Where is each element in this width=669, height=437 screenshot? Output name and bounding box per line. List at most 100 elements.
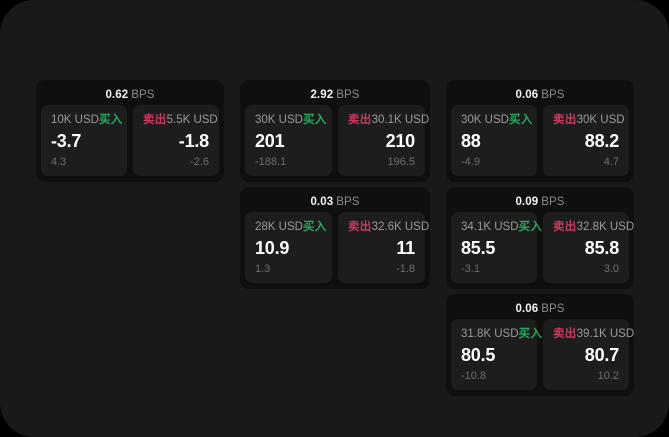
buy-side-panel[interactable]: 30K USD 买入 88 -4.9 [451, 105, 537, 176]
quote-card[interactable]: 2.92 BPS 30K USD 买入 201 -188.1 卖出 30.1K U… [240, 80, 430, 182]
quote-card[interactable]: 0.62 BPS 10K USD 买入 -3.7 4.3 卖出 5.5K USD … [36, 80, 224, 182]
buy-tag: 买入 [302, 221, 327, 233]
buy-delta: 4.3 [51, 156, 67, 168]
buy-side-header: 30K USD 买入 [255, 113, 326, 127]
bps-value: 0.03 [310, 196, 334, 208]
sell-delta: -1.8 [396, 263, 415, 275]
quote-card[interactable]: 0.03 BPS 28K USD 买入 10.9 1.3 卖出 32.6K USD… [240, 187, 430, 289]
sell-side-header: 卖出 5.5K USD [143, 113, 218, 127]
card-bps-header: 0.03 BPS [245, 193, 425, 212]
buy-side-header: 31.8K USD 买入 [461, 327, 542, 341]
sell-delta: 196.5 [387, 156, 415, 168]
sell-price: -1.8 [178, 131, 209, 151]
card-sides: 34.1K USD 买入 85.5 -3.1 卖出 32.8K USD 85.8… [451, 212, 634, 283]
card-bps-header: 0.09 BPS [451, 193, 629, 212]
buy-price: 88 [461, 131, 481, 151]
sell-size-label: 32.6K USD [371, 221, 430, 233]
sell-delta: 3.0 [603, 263, 619, 275]
sell-side-panel[interactable]: 卖出 39.1K USD 80.7 10.2 [543, 319, 634, 390]
buy-side-panel[interactable]: 30K USD 买入 201 -188.1 [245, 105, 332, 176]
bps-unit-label: BPS [541, 89, 565, 101]
sell-side-header: 卖出 30K USD [553, 113, 625, 127]
sell-side-panel[interactable]: 卖出 5.5K USD -1.8 -2.6 [133, 105, 219, 176]
bps-value: 0.09 [515, 196, 539, 208]
sell-tag: 卖出 [553, 328, 577, 340]
sell-delta: 10.2 [597, 370, 619, 382]
buy-size-label: 30K USD [255, 114, 303, 126]
bps-value: 0.06 [515, 303, 539, 315]
sell-price: 88.2 [584, 131, 619, 151]
sell-delta: 4.7 [603, 156, 619, 168]
sell-size-label: 30.1K USD [371, 114, 430, 126]
sell-side-header: 卖出 32.6K USD [348, 220, 429, 234]
buy-side-header: 34.1K USD 买入 [461, 220, 542, 234]
card-sides: 30K USD 买入 201 -188.1 卖出 30.1K USD 210 1… [245, 105, 429, 176]
buy-price: -3.7 [51, 131, 82, 151]
card-sides: 28K USD 买入 10.9 1.3 卖出 32.6K USD 11 -1.8 [245, 212, 429, 283]
bps-unit-label: BPS [541, 196, 565, 208]
buy-tag: 买入 [302, 114, 327, 126]
buy-price: 201 [255, 131, 285, 151]
sell-side-panel[interactable]: 卖出 32.6K USD 11 -1.8 [338, 212, 429, 283]
card-sides: 30K USD 买入 88 -4.9 卖出 30K USD 88.2 4.7 [451, 105, 629, 176]
buy-delta: -3.1 [461, 263, 480, 275]
buy-price: 85.5 [461, 238, 496, 258]
sell-size-label: 30K USD [576, 114, 625, 126]
sell-price: 210 [385, 131, 416, 151]
card-bps-header: 0.06 BPS [451, 300, 629, 319]
buy-size-label: 30K USD [461, 114, 509, 126]
buy-delta: 1.3 [255, 263, 271, 275]
sell-price: 80.7 [584, 345, 619, 365]
buy-side-panel[interactable]: 10K USD 买入 -3.7 4.3 [41, 105, 127, 176]
buy-delta: -10.8 [461, 370, 487, 382]
bps-value: 0.06 [515, 89, 539, 101]
sell-delta: -2.6 [190, 156, 209, 168]
buy-tag: 买入 [518, 221, 543, 233]
buy-side-panel[interactable]: 31.8K USD 买入 80.5 -10.8 [451, 319, 542, 390]
bps-value: 0.62 [105, 89, 129, 101]
buy-delta: -4.9 [461, 156, 480, 168]
sell-tag: 卖出 [553, 221, 577, 233]
bps-unit-label: BPS [131, 89, 155, 101]
quote-card[interactable]: 0.06 BPS 31.8K USD 买入 80.5 -10.8 卖出 39.1K… [446, 294, 634, 396]
sell-tag: 卖出 [553, 114, 577, 126]
sell-side-header: 卖出 30.1K USD [348, 113, 429, 127]
quote-card-grid: 0.62 BPS 10K USD 买入 -3.7 4.3 卖出 5.5K USD … [36, 80, 634, 396]
buy-side-header: 30K USD 买入 [461, 113, 532, 127]
buy-tag: 买入 [518, 328, 543, 340]
buy-size-label: 28K USD [255, 221, 303, 233]
sell-size-label: 32.8K USD [576, 221, 634, 233]
buy-side-panel[interactable]: 34.1K USD 买入 85.5 -3.1 [451, 212, 542, 283]
sell-side-panel[interactable]: 卖出 30K USD 88.2 4.7 [543, 105, 629, 176]
card-sides: 10K USD 买入 -3.7 4.3 卖出 5.5K USD -1.8 -2.… [41, 105, 219, 176]
buy-side-header: 28K USD 买入 [255, 220, 326, 234]
sell-tag: 卖出 [348, 114, 372, 126]
card-bps-header: 0.62 BPS [41, 86, 219, 105]
buy-side-header: 10K USD 买入 [51, 113, 122, 127]
buy-side-panel[interactable]: 28K USD 买入 10.9 1.3 [245, 212, 332, 283]
buy-size-label: 34.1K USD [461, 221, 519, 233]
sell-size-label: 39.1K USD [576, 328, 634, 340]
quote-card[interactable]: 0.06 BPS 30K USD 买入 88 -4.9 卖出 30K USD 88… [446, 80, 634, 182]
sell-price: 85.8 [584, 238, 619, 258]
bps-unit-label: BPS [541, 303, 565, 315]
sell-side-header: 卖出 39.1K USD [553, 327, 634, 341]
buy-tag: 买入 [508, 114, 533, 126]
buy-tag: 买入 [98, 114, 123, 126]
bps-value: 2.92 [310, 89, 334, 101]
sell-tag: 卖出 [143, 114, 167, 126]
sell-side-panel[interactable]: 卖出 30.1K USD 210 196.5 [338, 105, 429, 176]
card-bps-header: 2.92 BPS [245, 86, 425, 105]
sell-tag: 卖出 [348, 221, 372, 233]
quote-card[interactable]: 0.09 BPS 34.1K USD 买入 85.5 -3.1 卖出 32.8K … [446, 187, 634, 289]
sell-side-panel[interactable]: 卖出 32.8K USD 85.8 3.0 [543, 212, 634, 283]
card-bps-header: 0.06 BPS [451, 86, 629, 105]
sell-side-header: 卖出 32.8K USD [553, 220, 634, 234]
buy-size-label: 10K USD [51, 114, 99, 126]
card-sides: 31.8K USD 买入 80.5 -10.8 卖出 39.1K USD 80.… [451, 319, 634, 390]
sell-price: 11 [396, 238, 415, 258]
bps-unit-label: BPS [336, 196, 360, 208]
bps-unit-label: BPS [336, 89, 360, 101]
